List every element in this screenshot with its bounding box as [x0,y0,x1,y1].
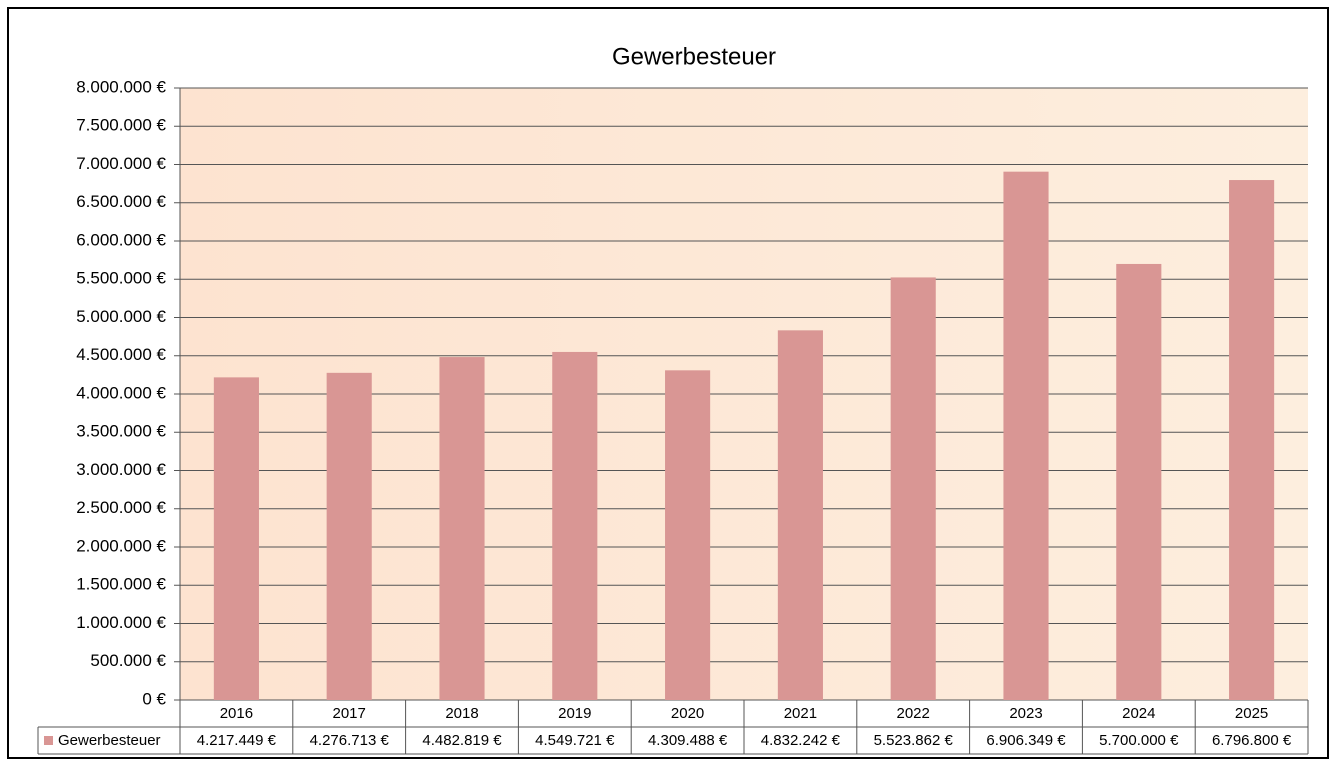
x-tick-label: 2016 [220,705,253,722]
x-tick-label: 2018 [445,705,478,722]
y-tick-label: 3.500.000 € [76,422,166,441]
y-tick-label: 1.500.000 € [76,575,166,594]
y-tick-label: 6.000.000 € [76,230,166,249]
y-tick-label: 5.500.000 € [76,269,166,288]
table-value: 4.832.242 € [761,732,841,749]
bar [665,370,711,700]
bar [1116,263,1162,700]
y-tick-label: 7.500.000 € [76,116,166,135]
y-tick-label: 7.000.000 € [76,154,166,173]
x-tick-label: 2023 [1009,705,1042,722]
y-tick-label: 2.500.000 € [76,498,166,517]
bar [890,277,936,700]
table-value: 5.523.862 € [874,732,954,749]
x-tick-label: 2019 [558,705,591,722]
table-value: 4.482.819 € [422,732,502,749]
x-tick-label: 2024 [1122,705,1155,722]
chart-title: Gewerbesteuer [612,43,776,70]
bar [1229,180,1275,700]
y-tick-label: 3.000.000 € [76,460,166,479]
x-tick-label: 2021 [784,705,817,722]
legend-swatch [44,736,53,745]
x-tick-label: 2017 [333,705,366,722]
bar [777,330,823,700]
y-tick-label: 4.500.000 € [76,345,166,364]
y-tick-label: 2.000.000 € [76,536,166,555]
table-value: 4.276.713 € [310,732,390,749]
table-value: 4.217.449 € [197,732,277,749]
bar [439,357,485,700]
table-value: 4.309.488 € [648,732,728,749]
table-value: 5.700.000 € [1099,732,1179,749]
y-tick-label: 8.000.000 € [76,77,166,96]
x-tick-label: 2022 [897,705,930,722]
y-tick-label: 4.000.000 € [76,383,166,402]
y-tick-label: 1.000.000 € [76,613,166,632]
table-value: 4.549.721 € [535,732,615,749]
y-tick-label: 5.000.000 € [76,307,166,326]
table-value: 6.906.349 € [986,732,1066,749]
y-tick-label: 0 € [142,689,166,708]
x-tick-label: 2025 [1235,705,1268,722]
bar [1003,171,1049,700]
y-tick-label: 500.000 € [90,651,166,670]
legend-label: Gewerbesteuer [58,732,161,749]
bar [326,372,372,700]
bar [552,351,598,700]
table-value: 6.796.800 € [1212,732,1292,749]
x-tick-label: 2020 [671,705,704,722]
y-tick-label: 6.500.000 € [76,192,166,211]
bar [213,377,259,700]
